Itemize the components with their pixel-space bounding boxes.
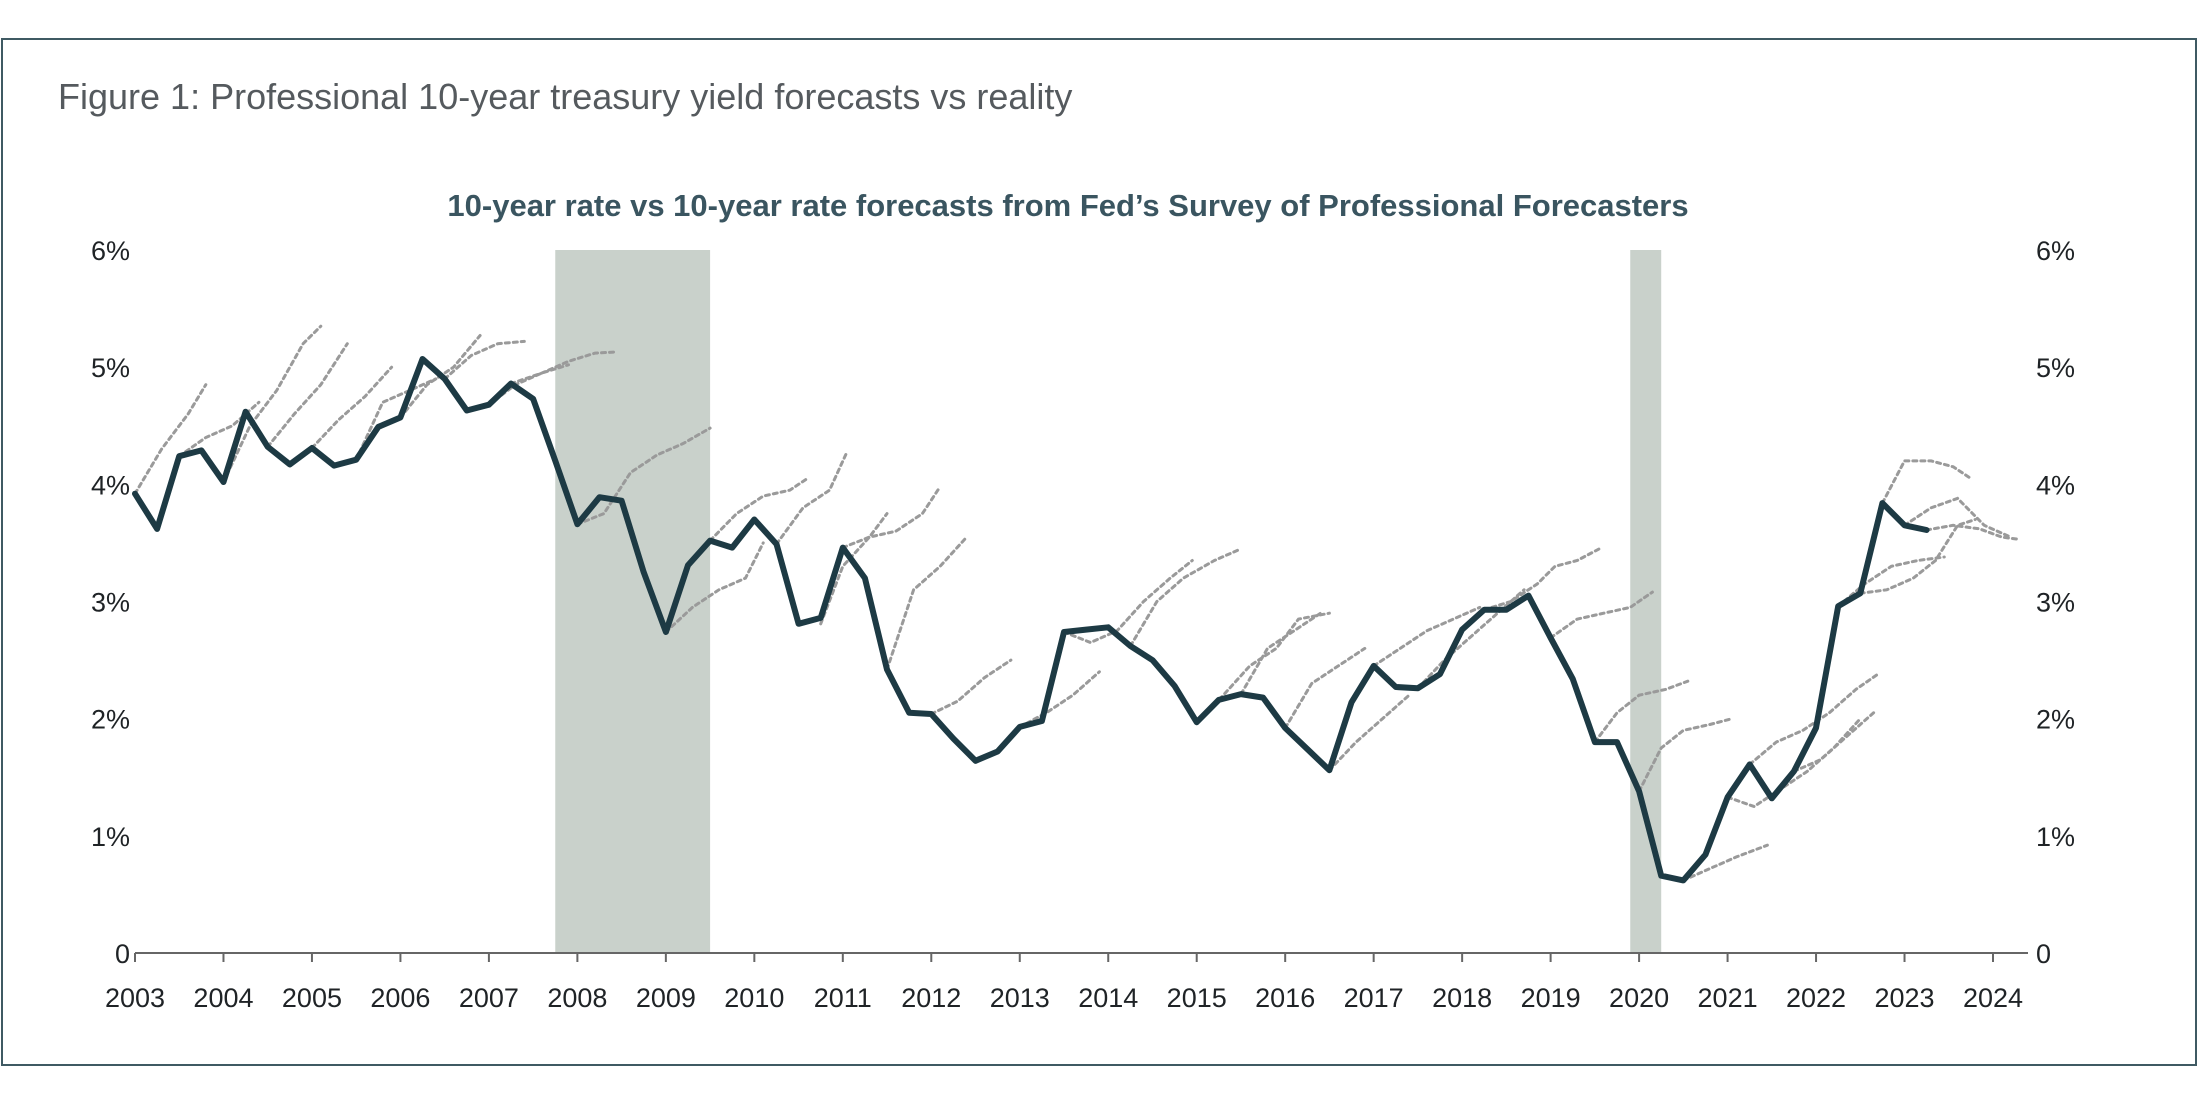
y-tick-label-left: 5% xyxy=(91,353,130,383)
forecast-line xyxy=(1062,559,1194,645)
forecast-line xyxy=(664,541,765,634)
x-tick-label: 2006 xyxy=(370,983,430,1013)
x-tick-label: 2018 xyxy=(1432,983,1492,1013)
forecast-line xyxy=(354,377,438,462)
forecast-line xyxy=(1283,646,1367,730)
recession-band xyxy=(1630,250,1662,953)
x-tick-label: 2013 xyxy=(990,983,1050,1013)
y-tick-label-left: 3% xyxy=(91,588,130,618)
forecast-line xyxy=(775,450,849,546)
x-tick-label: 2020 xyxy=(1609,983,1669,1013)
forecast-line xyxy=(1239,611,1323,696)
y-tick-label-left: 6% xyxy=(91,236,130,266)
actual-line xyxy=(132,356,1930,884)
x-tick-label: 2003 xyxy=(105,983,165,1013)
forecast-line xyxy=(1858,518,1977,595)
figure-title: Figure 1: Professional 10-year treasury … xyxy=(58,76,1073,117)
forecast-line xyxy=(1372,605,1482,668)
forecast-line xyxy=(266,342,349,449)
forecast-line xyxy=(1880,459,1973,505)
chart-title: 10-year rate vs 10-year rate forecasts f… xyxy=(447,188,1688,223)
forecast-line xyxy=(1637,717,1734,793)
x-tick-label: 2023 xyxy=(1874,983,1934,1013)
forecast-line xyxy=(509,350,619,386)
actual-rate-line xyxy=(132,356,1930,884)
forecast-line xyxy=(1128,547,1243,648)
forecast-line xyxy=(1792,711,1876,773)
forecast-line xyxy=(1726,717,1862,809)
forecast-line xyxy=(885,535,969,671)
x-tick-label: 2008 xyxy=(547,983,607,1013)
forecast-line xyxy=(1018,670,1101,729)
figure-frame xyxy=(1,38,2197,1066)
forecast-line xyxy=(310,365,394,450)
x-tick-label: 2005 xyxy=(282,983,342,1013)
forecast-line xyxy=(819,512,889,626)
forecast-line xyxy=(929,658,1013,716)
x-tick-label: 2022 xyxy=(1786,983,1846,1013)
y-tick-label-right: 0 xyxy=(2036,939,2051,969)
recession-bands xyxy=(555,250,1662,953)
forecast-line xyxy=(1593,679,1690,744)
forecast-line xyxy=(708,477,809,543)
forecast-line xyxy=(1327,693,1411,772)
forecast-line xyxy=(1925,523,2021,541)
y-tick-label-left: 1% xyxy=(91,822,130,852)
x-tick-label: 2004 xyxy=(193,983,253,1013)
forecast-line xyxy=(1836,555,1946,608)
y-tick-label-left: 0 xyxy=(115,939,130,969)
x-tick-label: 2019 xyxy=(1521,983,1581,1013)
y-tick-label-right: 6% xyxy=(2036,236,2075,266)
x-tick-label: 2021 xyxy=(1698,983,1758,1013)
axes: 2003 2004 2005 2006 2007 2008 2009 2010 2011 2012… xyxy=(91,236,2075,1013)
forecast-line xyxy=(1482,547,1601,612)
x-tick-label: 2012 xyxy=(901,983,961,1013)
y-tick-label-right: 2% xyxy=(2036,705,2075,735)
y-tick-label-right: 4% xyxy=(2036,470,2075,500)
forecast-line xyxy=(841,485,942,550)
y-tick-label-right: 3% xyxy=(2036,588,2075,618)
y-tick-label-right: 5% xyxy=(2036,353,2075,383)
recession-band xyxy=(555,250,711,953)
x-tick-label: 2011 xyxy=(814,983,872,1013)
x-tick-label: 2014 xyxy=(1078,983,1138,1013)
forecast-line xyxy=(133,383,208,496)
forecast-line xyxy=(1681,843,1769,882)
y-tick-label-right: 1% xyxy=(2036,822,2075,852)
x-tick-label: 2009 xyxy=(636,983,696,1013)
x-tick-label: 2015 xyxy=(1167,983,1227,1013)
forecast-line xyxy=(1549,590,1654,640)
x-tick-label: 2016 xyxy=(1255,983,1315,1013)
y-tick-label-left: 4% xyxy=(91,470,130,500)
y-tick-label-left: 2% xyxy=(91,705,130,735)
forecast-line xyxy=(1416,588,1526,690)
x-tick-label: 2007 xyxy=(459,983,519,1013)
forecast-line xyxy=(1903,496,2013,539)
forecast-line xyxy=(443,339,526,381)
forecast-lines xyxy=(133,324,2021,882)
x-tick-label: 2010 xyxy=(724,983,784,1013)
x-tick-label: 2024 xyxy=(1963,983,2023,1013)
forecast-line xyxy=(575,426,712,526)
forecast-line xyxy=(222,324,323,484)
x-tick-label: 2017 xyxy=(1344,983,1404,1013)
